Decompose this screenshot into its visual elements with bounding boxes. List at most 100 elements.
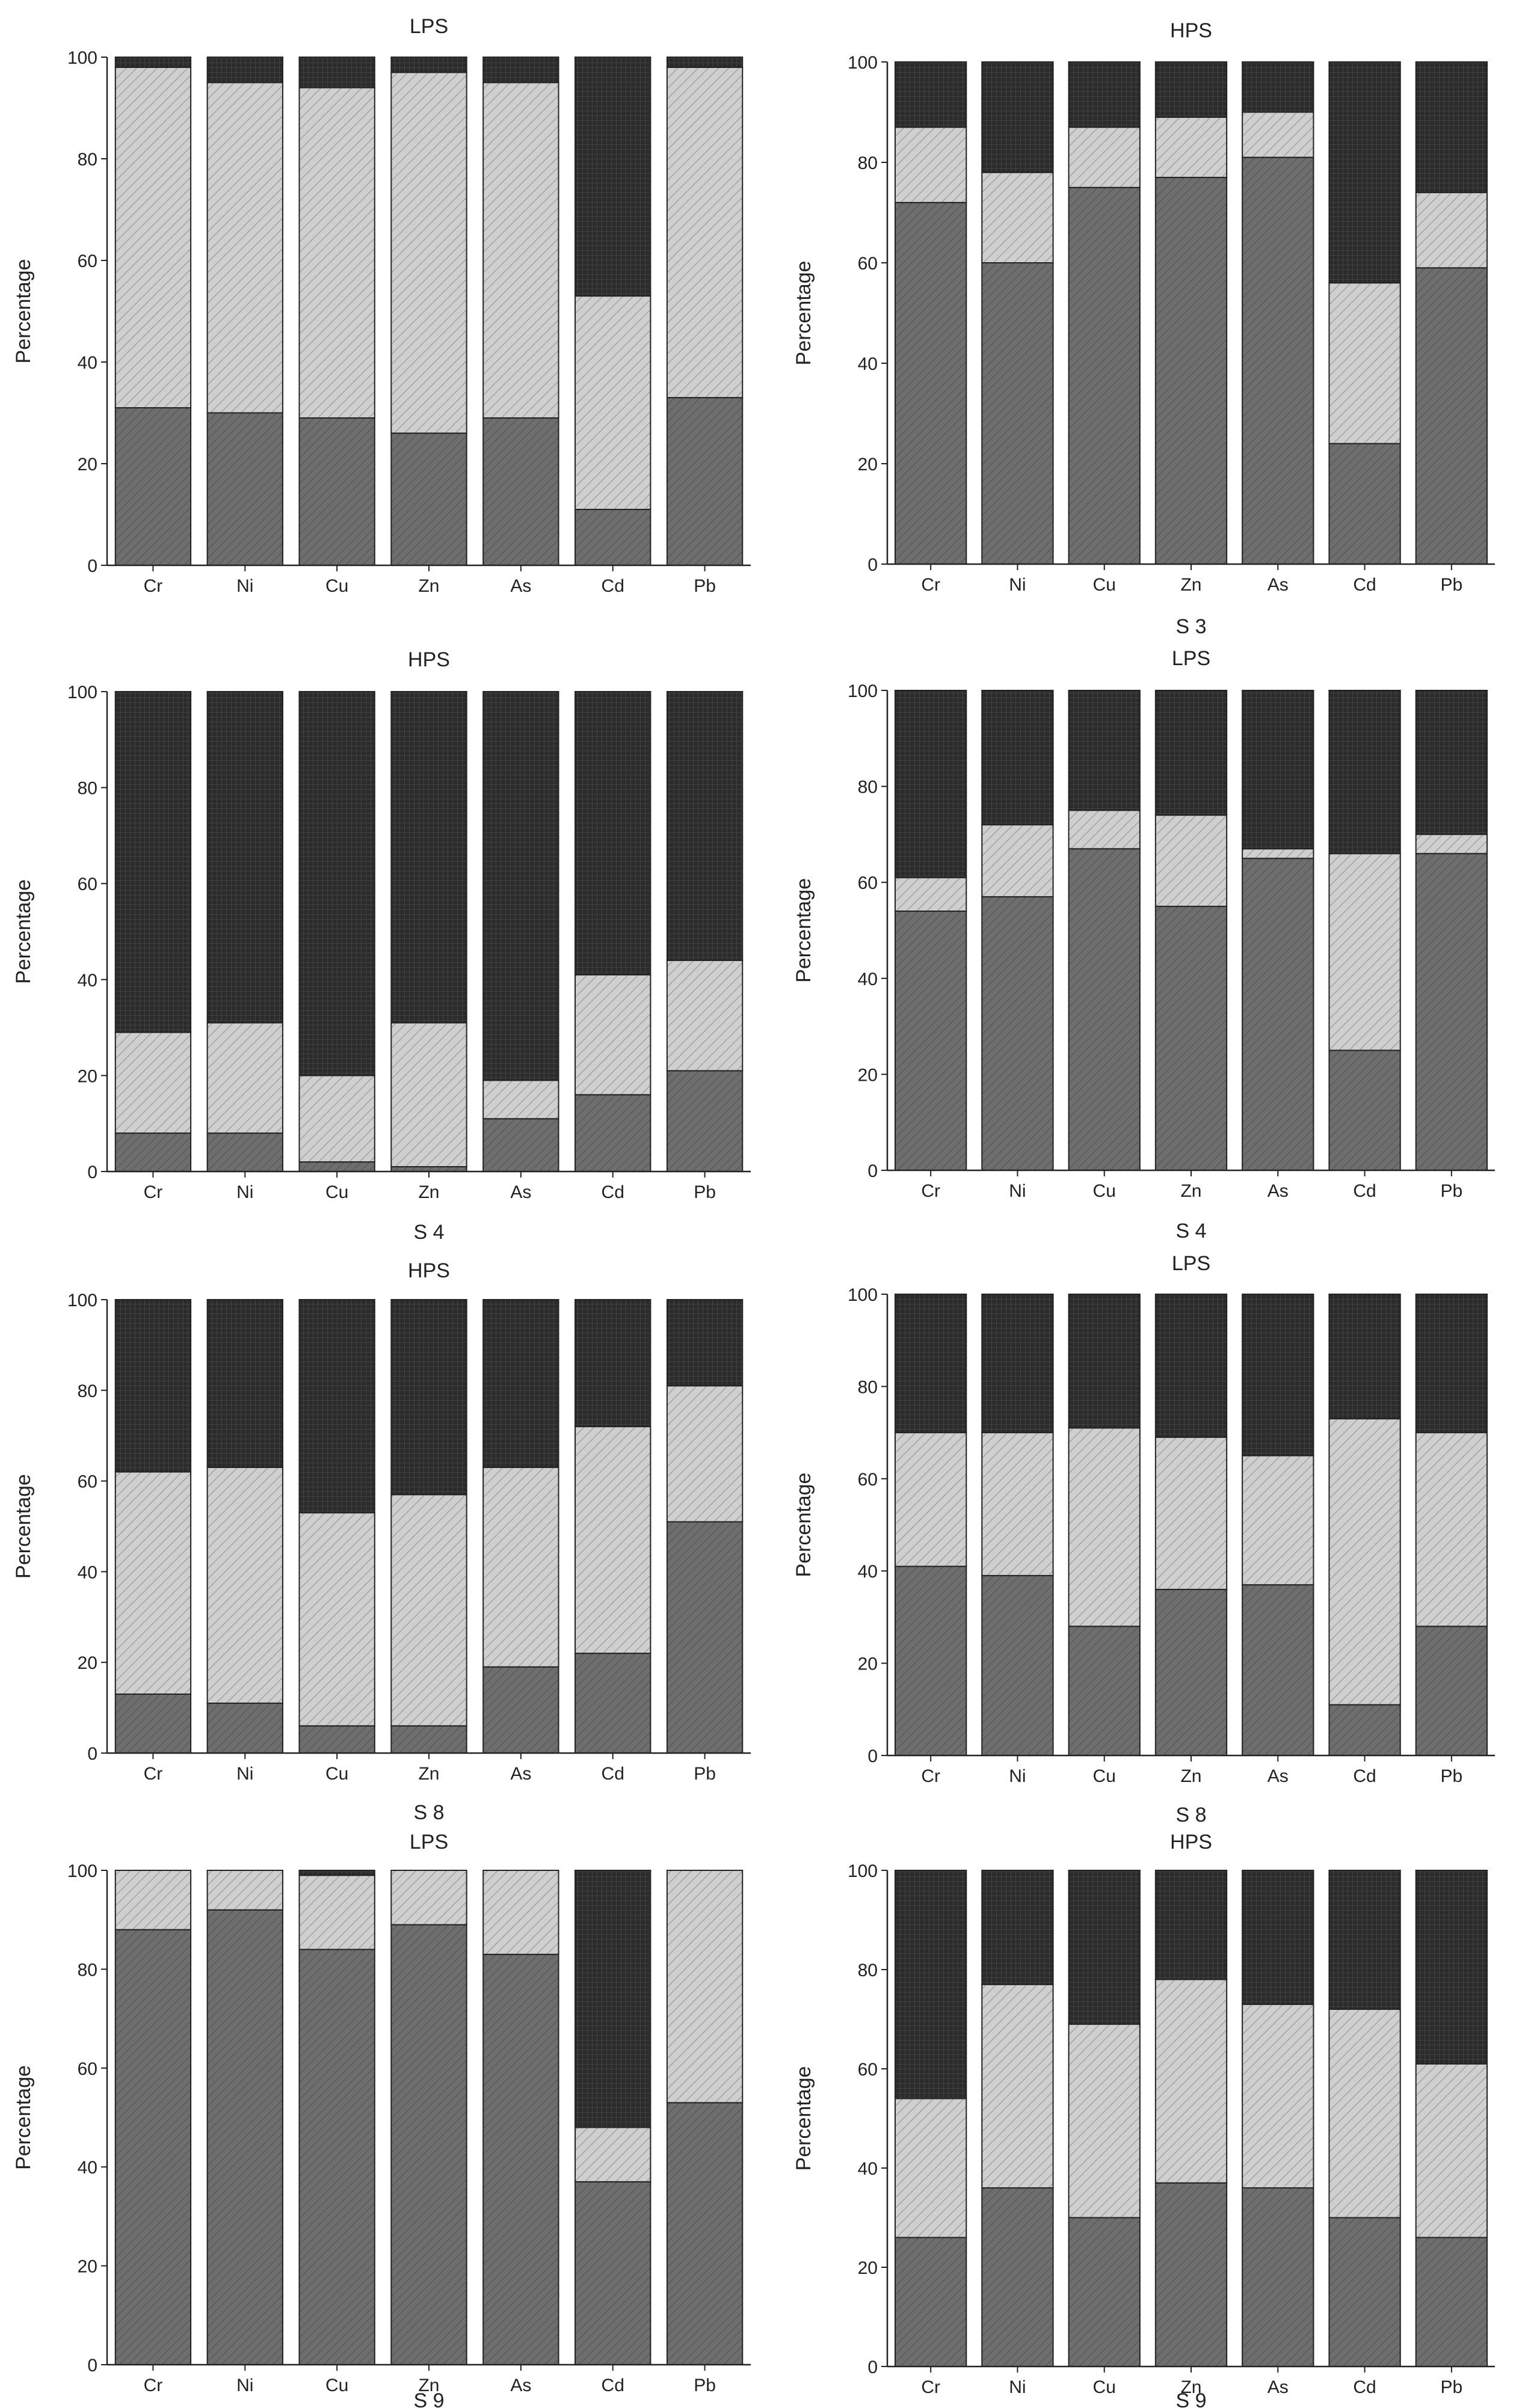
- bar-segment-cr-2: [894, 126, 967, 203]
- y-axis-label: Percentage: [792, 878, 815, 983]
- bar-segment-cu-3: [298, 1299, 375, 1514]
- bar-segment-cr-3: [894, 1294, 967, 1434]
- chart-title: HPS: [408, 648, 450, 671]
- bar-segment-as-2: [1242, 848, 1314, 859]
- y-tick-label: 40: [858, 969, 878, 989]
- x-tick-label: Pb: [694, 576, 716, 596]
- bar-segment-cu-2: [298, 1075, 375, 1163]
- bar-segment-as-2: [1242, 1455, 1314, 1586]
- bar-segment-zn-3: [1154, 61, 1228, 118]
- x-tick-label: Ni: [236, 1182, 253, 1202]
- bar-segment-cr-1: [894, 201, 967, 565]
- bar-segment-as-1: [1242, 858, 1314, 1172]
- bar-segment-zn-1: [390, 432, 467, 566]
- y-tick-label: 80: [858, 1961, 878, 1980]
- bar-segment-ni-1: [981, 262, 1054, 565]
- x-tick-label: Ni: [236, 1764, 253, 1784]
- y-tick-label: 0: [867, 1161, 878, 1181]
- chart-title: HPS: [408, 1259, 450, 1282]
- bar-segment-cd-3: [575, 1299, 652, 1428]
- bar-segment-cr-1: [114, 407, 192, 566]
- bar-segment-cu-2: [298, 87, 375, 419]
- bar-segment-cu-1: [298, 1725, 375, 1754]
- chart-title: HPS: [1170, 1831, 1212, 1854]
- bar-segment-cu-3: [298, 57, 375, 88]
- bar-segment-pb-3: [1415, 690, 1488, 835]
- bar-segment-ni-1: [981, 896, 1054, 1171]
- x-tick-label: Cu: [1093, 1766, 1116, 1786]
- chart-1: LPS Cr Ni Cu Zn As Cd Pb 0 20 40 60 80 100 Percentage: [12, 15, 751, 596]
- bar-segment-as-2: [1242, 111, 1314, 158]
- x-tick-label: Cu: [1093, 575, 1116, 595]
- bar-segment-pb-2: [666, 1385, 744, 1523]
- bar-segment-ni-3: [206, 1299, 283, 1468]
- x-tick-label: Cr: [921, 2377, 940, 2397]
- x-tick-label: Cu: [325, 2376, 348, 2395]
- bar-segment-cr-1: [114, 1929, 192, 2365]
- bar-segment-cr-3: [894, 1870, 967, 2099]
- bar-segment-cu-2: [298, 1875, 375, 1950]
- x-axis-label: S 8: [413, 1801, 444, 1824]
- y-tick-label: 80: [78, 1381, 97, 1401]
- y-axis-label: Percentage: [12, 259, 35, 364]
- bar-segment-cr-2: [114, 66, 192, 409]
- bar-segment-pb-2: [1415, 2063, 1488, 2238]
- y-tick-label: 20: [78, 455, 97, 475]
- bar-segment-cu-3: [1068, 690, 1141, 811]
- x-tick-label: Ni: [236, 576, 253, 596]
- x-tick-label: Cd: [1353, 1181, 1376, 1201]
- bar-segment-zn-3: [1154, 1870, 1228, 1980]
- bar-segment-cr-3: [114, 691, 192, 1033]
- y-tick-label: 20: [78, 1066, 97, 1086]
- bar-segment-cu-2: [1068, 1427, 1141, 1627]
- bar-segment-pb-1: [666, 1070, 744, 1173]
- x-tick-label: Cu: [1093, 2377, 1116, 2397]
- x-tick-label: Zn: [1180, 1181, 1201, 1201]
- y-tick-label: 0: [87, 2356, 97, 2376]
- bar-segment-cd-1: [1328, 1049, 1401, 1171]
- x-tick-label: Cd: [602, 576, 624, 596]
- bar-segment-cd-2: [575, 2127, 652, 2182]
- x-tick-label: Zn: [1180, 1766, 1201, 1786]
- y-tick-label: 0: [87, 1163, 97, 1182]
- bar-segment-zn-2: [1154, 116, 1228, 179]
- bar-segment-cd-1: [1328, 2217, 1401, 2367]
- bar-segment-as-3: [1242, 1870, 1314, 2005]
- chart-2: HPS Cr Ni Cu Zn As Cd Pb 0 20 40 60 80 100 Percentage S…: [792, 19, 1495, 638]
- x-tick-label: Cr: [144, 1182, 163, 1202]
- y-tick-label: 20: [858, 2258, 878, 2278]
- bar-segment-pb-1: [1415, 2237, 1488, 2367]
- y-tick-label: 20: [78, 2257, 97, 2277]
- bar-segment-cu-1: [1068, 186, 1141, 565]
- y-axis-label: Percentage: [792, 2066, 815, 2171]
- bar-segment-zn-2: [1154, 1979, 1228, 2184]
- bar-segment-as-1: [1242, 156, 1314, 565]
- bar-segment-cr-1: [114, 1132, 192, 1173]
- x-tick-label: Pb: [1441, 1181, 1463, 1201]
- bar-segment-cu-2: [1068, 126, 1141, 188]
- bar-segment-ni-1: [981, 1574, 1054, 1757]
- bar-segment-zn-2: [1154, 814, 1228, 908]
- y-tick-label: 60: [78, 874, 97, 894]
- bar-segment-cd-2: [1328, 1418, 1401, 1706]
- bar-segment-as-2: [482, 1466, 559, 1668]
- x-tick-label: Cu: [325, 576, 348, 596]
- bar-segment-cu-1: [1068, 1626, 1141, 1756]
- bar-segment-cd-3: [1328, 1294, 1401, 1420]
- bar-segment-pb-3: [666, 57, 744, 68]
- x-tick-label: Ni: [1009, 2377, 1026, 2397]
- y-tick-label: 80: [78, 1960, 97, 1980]
- bar-segment-cd-2: [575, 1426, 652, 1654]
- y-tick-label: 60: [858, 873, 878, 893]
- bar-segment-as-3: [1242, 61, 1314, 113]
- x-tick-label: Zn: [418, 2376, 439, 2395]
- y-tick-label: 80: [78, 779, 97, 799]
- bar-segment-pb-1: [1415, 853, 1488, 1171]
- x-tick-label: Zn: [418, 576, 439, 596]
- bar-segment-cd-1: [575, 1094, 652, 1172]
- x-tick-label: Zn: [1180, 575, 1201, 595]
- bar-segment-ni-2: [206, 1022, 283, 1134]
- y-tick-label: 100: [67, 1861, 97, 1881]
- chart-title: LPS: [410, 1831, 448, 1854]
- bar-segment-ni-2: [981, 1983, 1054, 2188]
